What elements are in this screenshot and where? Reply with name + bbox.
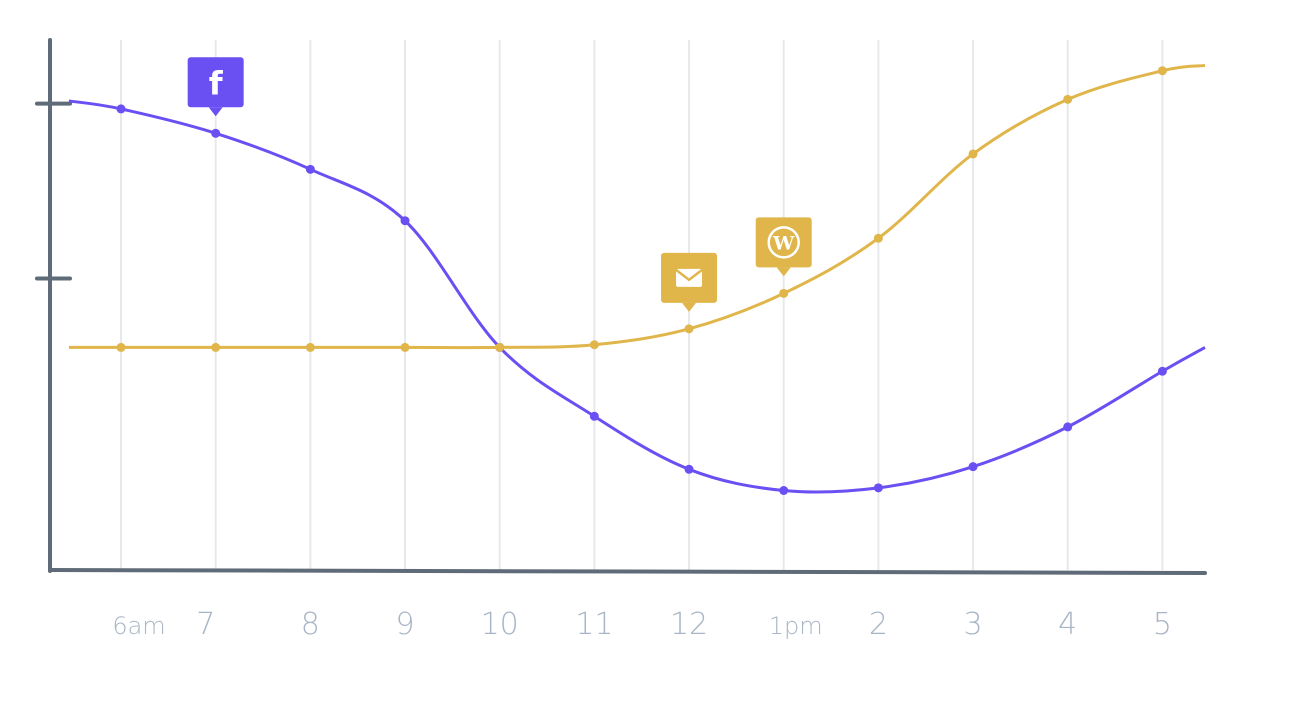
facebook-icon: f xyxy=(209,64,224,102)
data-point xyxy=(211,342,221,352)
x-tick-label: 5 xyxy=(1153,607,1172,642)
data-point xyxy=(873,483,883,493)
x-tick-labels: 6am 7 8 9 10 11 12 1pm 2 3 4 5 xyxy=(112,607,1172,642)
x-tick-label: 10 xyxy=(481,607,519,642)
svg-text:W: W xyxy=(772,232,795,254)
series-group xyxy=(68,63,1206,495)
facebook-marker[interactable]: f xyxy=(187,57,244,117)
marker-box xyxy=(187,57,244,108)
series-line-1 xyxy=(68,63,1206,350)
marker-group: fW xyxy=(187,57,812,312)
marker-pointer xyxy=(682,302,697,312)
x-tick-label: 3 xyxy=(964,607,983,642)
data-point xyxy=(589,340,599,350)
data-point xyxy=(589,411,599,421)
data-point xyxy=(116,342,126,352)
email-icon xyxy=(675,268,703,287)
x-tick-label: 2 xyxy=(869,607,888,642)
wordpress-icon: W xyxy=(767,226,800,259)
marker-pointer xyxy=(776,267,791,277)
data-point xyxy=(305,342,315,352)
x-tick-label: 11 xyxy=(575,607,613,642)
grid-lines xyxy=(120,40,1164,570)
marker-box xyxy=(755,217,812,268)
data-point xyxy=(1157,366,1167,376)
data-point xyxy=(305,164,315,174)
x-tick-label: 7 xyxy=(196,607,215,642)
data-point xyxy=(1063,422,1073,432)
x-tick-label: 9 xyxy=(395,607,414,642)
data-point xyxy=(400,216,410,226)
data-point xyxy=(1157,66,1167,76)
data-point xyxy=(495,342,505,352)
x-axis xyxy=(48,568,1207,575)
series-line-0 xyxy=(68,99,1206,494)
x-tick-label: 6am xyxy=(112,612,165,640)
data-point xyxy=(873,233,883,243)
wordpress-marker[interactable]: W xyxy=(755,217,812,277)
data-point xyxy=(211,128,221,138)
data-point xyxy=(684,464,694,474)
data-point xyxy=(968,149,978,159)
data-point xyxy=(684,324,694,334)
data-point xyxy=(116,104,126,114)
data-point xyxy=(968,462,978,472)
marker-pointer xyxy=(208,107,223,117)
data-point xyxy=(779,288,789,298)
data-point xyxy=(400,342,410,352)
data-point xyxy=(779,486,789,495)
x-tick-label: 4 xyxy=(1058,607,1077,642)
data-point xyxy=(1063,94,1073,104)
x-tick-label: 1pm xyxy=(769,612,823,640)
axes xyxy=(35,38,1207,575)
x-tick-label: 8 xyxy=(301,607,320,642)
email-marker[interactable] xyxy=(661,252,718,312)
x-tick-label: 12 xyxy=(670,607,708,642)
